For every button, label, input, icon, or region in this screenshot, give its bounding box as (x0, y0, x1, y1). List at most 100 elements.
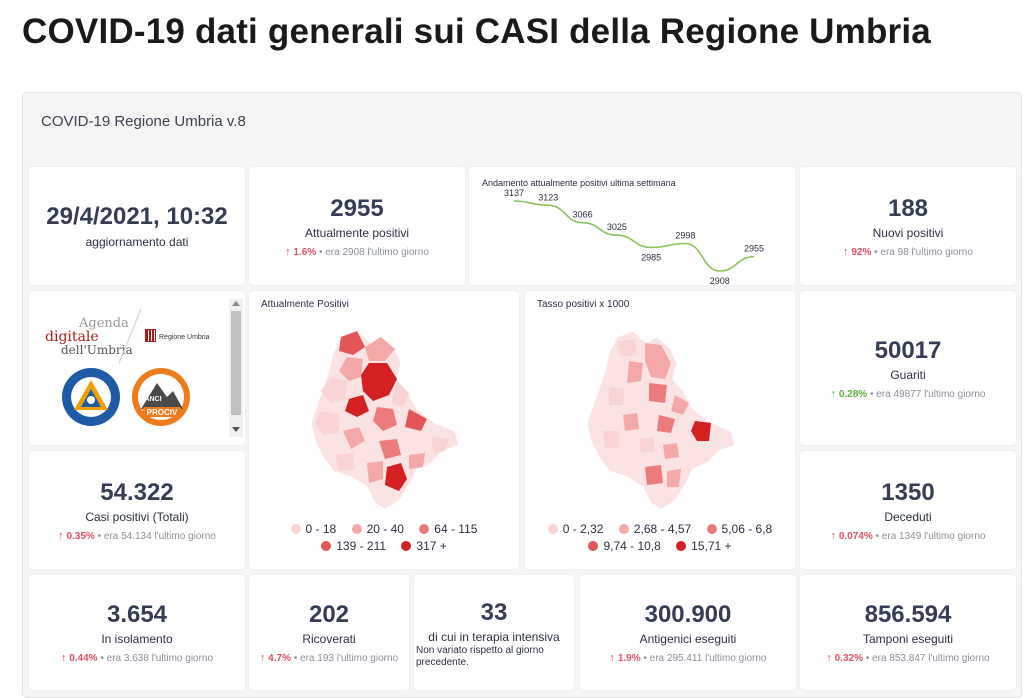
terapia-label: di cui in terapia intensiva (428, 630, 560, 644)
legend-dot-icon (290, 524, 301, 534)
logos-scrollbar[interactable] (229, 299, 243, 437)
trend-previous: • era 295.411 l'ultimo giorno (643, 653, 767, 664)
map-positivi-legend: 0 - 18 20 - 40 64 - 115 (249, 522, 519, 536)
antigenici-value: 300.900 (644, 601, 732, 628)
nuovi-positivi-label: Nuovi positivi (872, 226, 944, 240)
attualmente-positivi-trend: ↑ 1.6% • era 2908 l'ultimo giorno (249, 246, 465, 258)
legend-dot-icon (706, 524, 717, 534)
scroll-down-icon[interactable] (232, 427, 240, 432)
legend-dot-icon (618, 524, 629, 534)
scrollbar-thumb[interactable] (231, 311, 241, 415)
trend-percent: 0.28% (838, 389, 868, 400)
deceduti-label: Deceduti (884, 510, 932, 524)
trend-line-chart: 3137 3123 3066 3025 2985 2998 2908 2955 (504, 188, 764, 285)
legend-dot-icon (588, 541, 599, 551)
antigenici-trend: ↑ 1.9% • era 295.411 l'ultimo giorno (580, 652, 796, 664)
update-datetime: 29/4/2021, 10:32 (46, 203, 228, 230)
attualmente-positivi-label: Attualmente positivi (304, 226, 410, 240)
legend-dot-icon (321, 541, 332, 551)
legend-item: 5,06 - 6,8 (706, 522, 772, 536)
trend-percent: 92% (851, 247, 872, 258)
legend-item: 15,71 + (676, 539, 732, 553)
nuovi-positivi-card: 188 Nuovi positivi ↑ 92% • era 98 l'ulti… (800, 167, 1016, 285)
map-tasso-card: Tasso positivi x 1000 0 - 2,32 2,68 - 4,… (525, 291, 795, 569)
legend-item: 0 - 18 (290, 522, 336, 536)
trend-series-line (513, 200, 755, 272)
trend-previous: • era 98 l'ultimo giorno (874, 247, 973, 258)
agenda-digitale-logo: Agenda digitale dell'Umbria (45, 316, 133, 357)
trend-percent: 1.9% (617, 653, 641, 664)
trend-percent: 1.6% (293, 247, 317, 258)
arrow-up-icon: ↑ (830, 530, 837, 542)
trend-chart-title: Andamento attualmente positivi ultima se… (482, 178, 676, 188)
ricoverati-label: Ricoverati (302, 632, 356, 646)
ricoverati-trend: ↑ 4.7% • era 193 l'ultimo giorno (249, 652, 409, 664)
trend-previous: • era 54.134 l'ultimo giorno (97, 531, 216, 542)
isolamento-trend: ↑ 0.44% • era 3.638 l'ultimo giorno (29, 652, 245, 664)
legend-dot-icon (419, 524, 430, 534)
casi-totali-value: 54.322 (100, 479, 174, 506)
regione-umbria-logo: Regione Umbria (145, 329, 210, 342)
svg-text:ANCI: ANCI (144, 396, 161, 403)
arrow-up-icon: ↑ (60, 652, 67, 664)
casi-totali-label: Casi positivi (Totali) (85, 510, 189, 524)
guariti-trend: ↑ 0.28% • era 49877 l'ultimo giorno (800, 388, 1016, 400)
trend-data-label: 2998 (675, 230, 695, 240)
legend-dot-icon (401, 541, 412, 551)
arrow-up-icon: ↑ (830, 388, 837, 400)
logo-divider (118, 308, 142, 364)
legend-item: 317 + (401, 539, 447, 553)
attualmente-positivi-card: 2955 Attualmente positivi ↑ 1.6% • era 2… (249, 167, 465, 285)
map-positivi-legend-row2: 139 - 211 317 + (249, 539, 519, 553)
trend-previous: • era 853.847 l'ultimo giorno (865, 653, 990, 664)
trend-previous: • era 3.638 l'ultimo giorno (100, 653, 214, 664)
protezione-civile-logo (62, 368, 120, 426)
update-card: 29/4/2021, 10:32 aggiornamento dati (29, 167, 245, 285)
anci-prociv-logo: PROCIV ANCI (132, 368, 190, 426)
map-tasso-title: Tasso positivi x 1000 (537, 299, 630, 310)
legend-item: 20 - 40 (351, 522, 404, 536)
logos-card: Agenda digitale dell'Umbria Regione Umbr… (29, 291, 245, 445)
map-tasso-legend: 0 - 2,32 2,68 - 4,57 5,06 - 6,8 (525, 522, 795, 536)
map-positivi-card: Attualmente Positivi 0 - 18 20 - 40 64 -… (249, 291, 519, 569)
trend-data-label: 3137 (504, 188, 524, 198)
legend-dot-icon (547, 524, 558, 534)
guariti-value: 50017 (874, 337, 942, 364)
terapia-value: 33 (480, 599, 508, 626)
nuovi-positivi-value: 188 (887, 195, 929, 222)
isolamento-value: 3.654 (106, 601, 168, 628)
deceduti-card: 1350 Deceduti ↑ 0.074% • era 1349 l'ulti… (800, 451, 1016, 569)
trend-percent: 0.32% (834, 653, 864, 664)
trend-percent: 0.35% (66, 531, 95, 542)
umbria-map-tasso (586, 330, 736, 510)
legend-dot-icon (351, 524, 362, 534)
deceduti-trend: ↑ 0.074% • era 1349 l'ultimo giorno (800, 530, 1016, 542)
arrow-up-icon: ↑ (58, 530, 64, 542)
page-title: COVID-19 dati generali sui CASI della Re… (22, 12, 931, 51)
tamponi-label: Tamponi eseguiti (862, 632, 954, 646)
attualmente-positivi-value: 2955 (330, 195, 384, 222)
deceduti-value: 1350 (881, 479, 935, 506)
trend-previous: • era 49877 l'ultimo giorno (869, 389, 986, 400)
tamponi-card: 856.594 Tamponi eseguiti ↑ 0.32% • era 8… (800, 575, 1016, 690)
regione-umbria-emblem-icon (145, 329, 156, 342)
guariti-card: 50017 Guariti ↑ 0.28% • era 49877 l'ulti… (800, 291, 1016, 445)
trend-data-label: 2955 (744, 244, 764, 254)
guariti-label: Guariti (890, 368, 926, 382)
map-tasso-legend-row2: 9,74 - 10,8 15,71 + (525, 539, 795, 553)
trend-previous: • era 193 l'ultimo giorno (293, 653, 399, 664)
map-positivi-title: Attualmente Positivi (261, 299, 349, 310)
scroll-up-icon[interactable] (232, 301, 240, 306)
trend-data-label: 3123 (538, 192, 558, 202)
antigenici-card: 300.900 Antigenici eseguiti ↑ 1.9% • era… (580, 575, 796, 690)
trend-data-label: 3066 (573, 210, 593, 220)
trend-previous: • era 2908 l'ultimo giorno (318, 247, 429, 258)
antigenici-label: Antigenici eseguiti (639, 632, 737, 646)
arrow-up-icon: ↑ (259, 652, 266, 664)
ricoverati-value: 202 (308, 601, 350, 628)
trend-data-label: 2985 (641, 252, 661, 262)
tamponi-value: 856.594 (864, 601, 952, 628)
arrow-up-icon: ↑ (826, 652, 832, 664)
nuovi-positivi-trend: ↑ 92% • era 98 l'ultimo giorno (800, 246, 1016, 258)
trend-percent: 0.44% (69, 653, 98, 664)
